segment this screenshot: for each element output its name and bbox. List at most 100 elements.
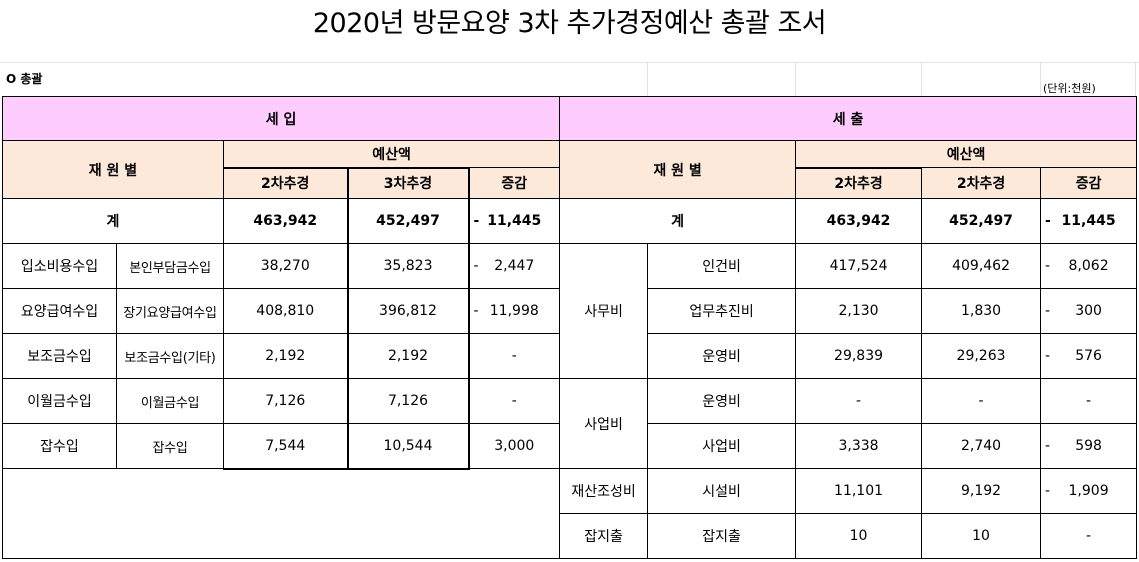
revenue-prev: 7,544 — [223, 423, 348, 470]
diff-value: 3,000 — [494, 438, 535, 454]
table-row: 이월금수입 이월금수입 7,126 7,126 - 사업비 운영비 - - - — [2, 378, 1138, 469]
expense-subcategory: 운영비 — [647, 378, 797, 424]
revenue-prev: 7,126 — [223, 378, 348, 424]
minus-sign: - — [473, 258, 479, 274]
expense-diff: - 576 — [1040, 333, 1138, 379]
expense-prev: 2,130 — [795, 288, 923, 334]
minus-sign: - — [473, 213, 480, 229]
revenue-col-prev: 2차추경 — [223, 166, 348, 199]
expense-category: 재산조성비 — [559, 468, 649, 514]
expense-category: 사무비 — [559, 243, 649, 379]
diff-value: 300 — [1075, 303, 1102, 319]
expense-total-diff: -11,445 — [1040, 198, 1138, 244]
expense-total-curr: 452,497 — [921, 198, 1042, 244]
expense-curr: 9,192 — [921, 468, 1042, 514]
unit-label: (단위:천원) — [1043, 82, 1096, 95]
revenue-subcategory: 잡수입 — [116, 423, 224, 469]
revenue-total-curr: 452,497 — [346, 198, 470, 244]
expense-prev: 417,524 — [795, 243, 923, 289]
revenue-diff: - — [467, 333, 561, 379]
expense-diff: - 598 — [1040, 423, 1138, 469]
expense-category: 사업비 — [559, 378, 649, 469]
expense-diff: - — [1040, 378, 1138, 424]
expense-subcategory: 인건비 — [647, 243, 797, 289]
expense-prev: 10 — [795, 513, 923, 559]
minus-sign: - — [1045, 438, 1051, 454]
expense-col-curr: 2차추경 — [921, 167, 1042, 199]
diff-value: 11,998 — [489, 303, 539, 319]
revenue-diff: -11,998 — [467, 288, 561, 334]
revenue-total-label: 계 — [2, 198, 224, 244]
revenue-category: 요양급여수입 — [2, 288, 117, 334]
revenue-curr: 396,812 — [346, 288, 470, 334]
revenue-col-diff: 증감 — [467, 167, 561, 199]
expense-subcategory: 잡지출 — [647, 513, 797, 559]
diff-value: 1,909 — [1068, 483, 1109, 499]
table-row: 요양급여수입 장기요양급여수입 408,810 396,812 -11,998 … — [2, 288, 1138, 334]
expense-diff: - 1,909 — [1040, 468, 1138, 514]
revenue-curr: 2,192 — [346, 333, 470, 379]
minus-sign: - — [473, 303, 479, 319]
table-row: 잡지출 잡지출 10 10 - — [3, 513, 1138, 559]
revenue-category: 보조금수입 — [2, 333, 117, 379]
revenue-diff: - — [467, 378, 561, 424]
expense-curr: - — [921, 378, 1042, 424]
expense-curr: 2,740 — [921, 423, 1042, 469]
expense-curr: 1,830 — [921, 288, 1042, 334]
total-row: 계 463,942 452,497 -11,445 계 463,942 452,… — [2, 198, 1138, 244]
revenue-prev: 2,192 — [223, 333, 348, 379]
expense-prev: 3,338 — [795, 423, 923, 469]
expense-total-label: 계 — [559, 198, 797, 244]
diff-value: 11,445 — [1061, 213, 1116, 229]
expense-diff: - 8,062 — [1040, 243, 1138, 289]
expense-diff: - — [1040, 513, 1138, 559]
gridline — [647, 62, 648, 96]
minus-sign: - — [1045, 303, 1051, 319]
budget-summary-table: 세 입 세 출 재 원 별 예산액 재 원 별 예산액 2차추경 3차추경 증감… — [1, 96, 1138, 559]
diff-value: 598 — [1075, 438, 1102, 454]
minus-sign: - — [1045, 213, 1051, 229]
revenue-subcategory: 장기요양급여수입 — [116, 288, 224, 334]
revenue-curr: 7,126 — [346, 378, 470, 424]
gridline — [921, 62, 922, 96]
table-row: 입소비용수입 본인부담금수입 38,270 35,823 -2,447 사무비 … — [2, 243, 1138, 379]
expense-curr: 409,462 — [921, 243, 1042, 289]
expense-total-prev: 463,942 — [795, 198, 923, 244]
revenue-prev: 408,810 — [223, 288, 348, 334]
expense-source-header: 재 원 별 — [559, 140, 797, 199]
revenue-category: 이월금수입 — [2, 378, 117, 424]
expense-prev: 29,839 — [795, 333, 923, 379]
table-row: 재산조성비 시설비 11,101 9,192 - 1,909 — [1, 468, 1138, 559]
revenue-section-header: 세 입 — [1, 96, 561, 141]
revenue-subcategory: 이월금수입 — [116, 378, 224, 424]
revenue-subcategory: 보조금수입(기타) — [116, 333, 224, 379]
expense-subcategory: 운영비 — [647, 333, 797, 379]
expense-subcategory: 사업비 — [647, 423, 797, 469]
table-row: 잡수입 잡수입 7,544 10,544 3,000 사업비 3,338 2,7… — [2, 423, 1138, 470]
gridline — [1040, 62, 1041, 96]
expense-subcategory: 업무추진비 — [647, 288, 797, 334]
minus-sign: - — [1045, 348, 1051, 364]
expense-col-prev: 2차추경 — [795, 166, 923, 199]
expense-curr: 29,263 — [921, 333, 1042, 379]
gridline — [795, 62, 796, 96]
expense-section-header: 세 출 — [559, 96, 1138, 141]
diff-value: 11,445 — [487, 213, 542, 229]
revenue-subcategory: 본인부담금수입 — [116, 243, 224, 289]
expense-prev: 11,101 — [795, 468, 923, 514]
revenue-source-header: 재 원 별 — [2, 140, 224, 199]
diff-value: 576 — [1075, 348, 1102, 364]
expense-subcategory: 시설비 — [647, 468, 797, 514]
gridline — [1135, 62, 1136, 96]
diff-value: 8,062 — [1068, 258, 1109, 274]
revenue-category: 잡수입 — [2, 423, 117, 469]
revenue-curr: 35,823 — [346, 243, 470, 289]
expense-col-diff: 증감 — [1040, 167, 1138, 199]
expense-curr: 10 — [921, 513, 1042, 559]
revenue-col-curr: 3차추경 — [346, 166, 470, 199]
minus-sign: - — [1045, 483, 1051, 499]
revenue-category: 입소비용수입 — [2, 243, 117, 289]
revenue-prev: 38,270 — [223, 243, 348, 289]
expense-diff: - 300 — [1040, 288, 1138, 334]
diff-value: - — [511, 348, 517, 364]
